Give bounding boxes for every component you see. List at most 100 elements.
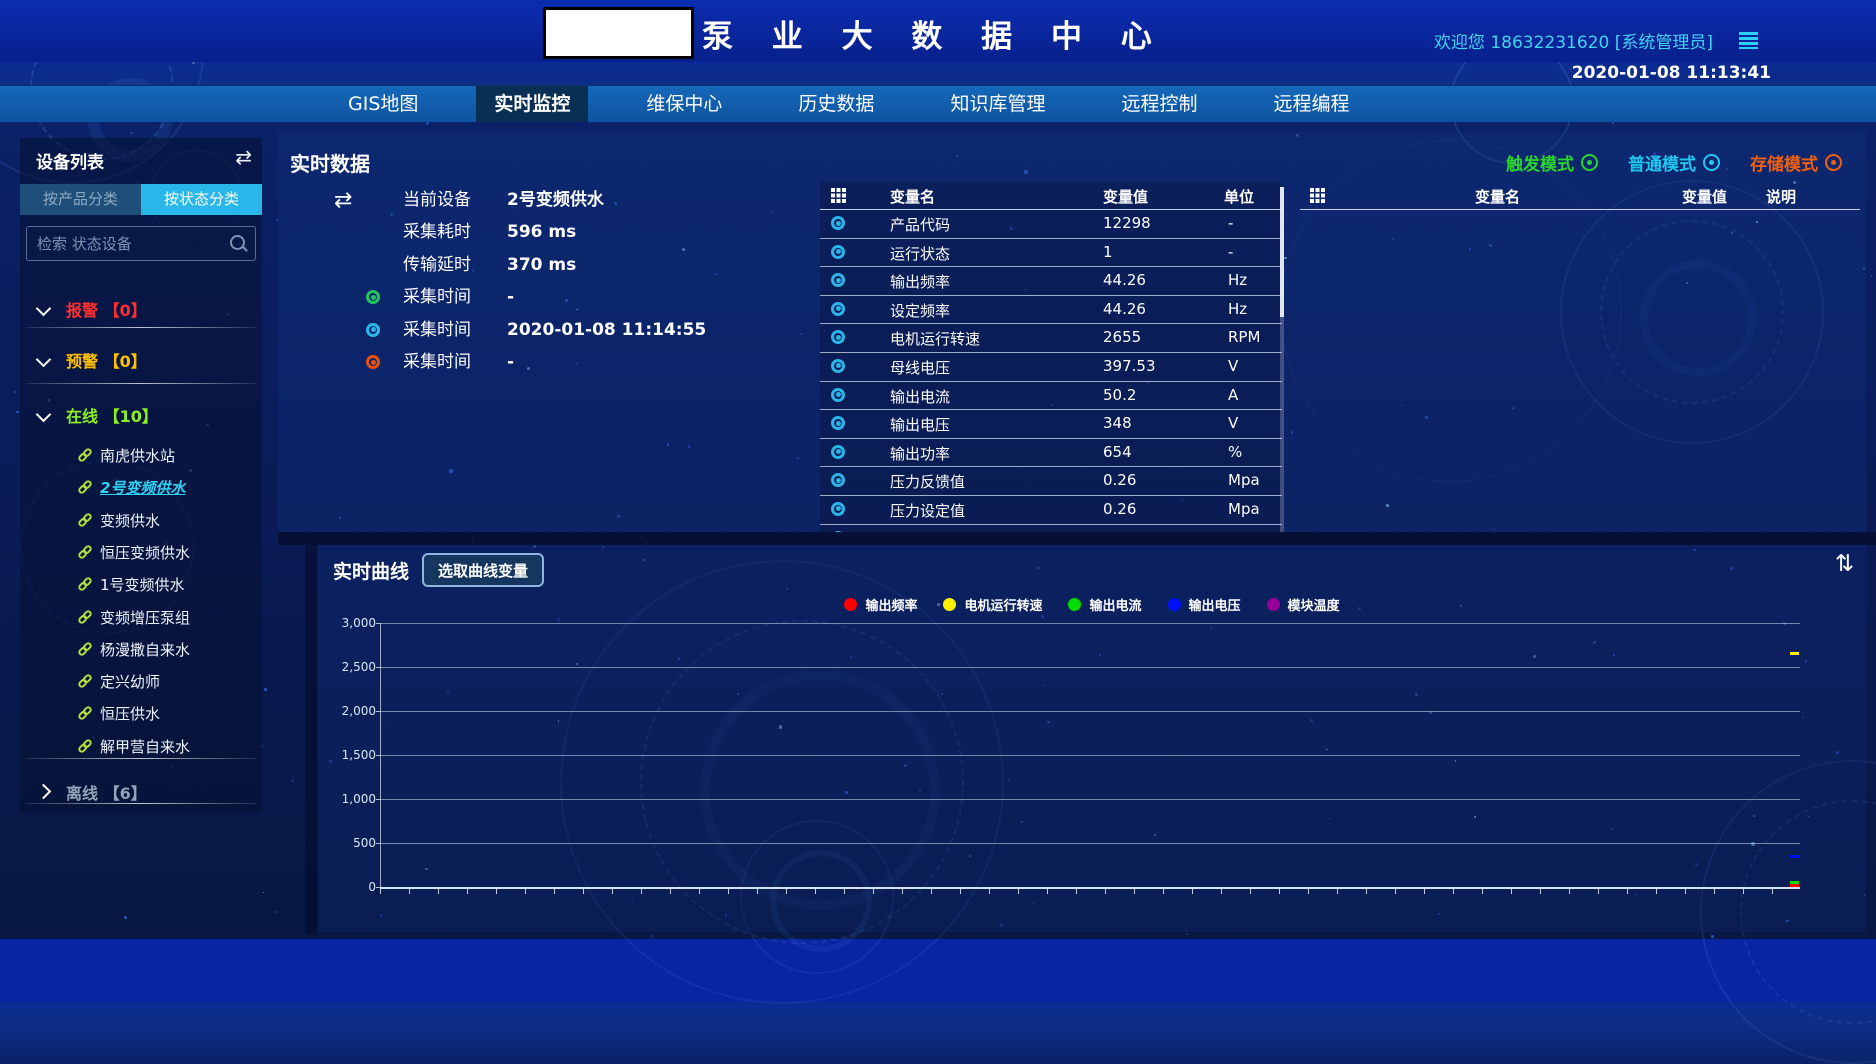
mode-toggle-普通模式[interactable]: 普通模式: [1628, 150, 1720, 175]
bullseye-icon[interactable]: [831, 244, 845, 259]
nav-tab-远程编程[interactable]: 远程编程: [1273, 93, 1350, 115]
variable-row-母线电压[interactable]: 母线电压 397.53 V: [820, 353, 1282, 382]
legend-item-电机运行转速[interactable]: 电机运行转速: [943, 595, 1042, 614]
legend-item-输出电流[interactable]: 输出电流: [1068, 595, 1142, 614]
x-axis-tick: [699, 889, 700, 894]
divider: [26, 383, 256, 384]
variable-value: 0.26: [1103, 499, 1137, 518]
device-item-变频增压泵组[interactable]: 变频增压泵组: [20, 605, 262, 629]
x-axis-tick: [757, 889, 758, 894]
bullseye-icon[interactable]: [831, 301, 845, 316]
select-curve-variable-button[interactable]: 选取曲线变量: [422, 553, 544, 587]
legend-item-输出电压[interactable]: 输出电压: [1167, 595, 1241, 614]
group-label: 在线 【10】: [66, 407, 158, 426]
curve-sort-icon[interactable]: ⇅: [1834, 551, 1854, 577]
star-dot-decoration: [1612, 121, 1615, 124]
bullseye-icon[interactable]: [831, 358, 845, 373]
bullseye-icon[interactable]: [831, 473, 845, 488]
variable-row-设定频率[interactable]: 设定频率 44.26 Hz: [820, 296, 1282, 325]
info-label: 采集时间: [403, 352, 471, 372]
device-group-预警[interactable]: 预警 【0】: [20, 348, 262, 372]
mode-ring-icon: [1825, 154, 1842, 171]
variable-row-电机运行转速[interactable]: 电机运行转速 2655 RPM: [820, 324, 1282, 353]
variable-table-scrollbar[interactable]: [1280, 187, 1284, 532]
nav-tab-知识库管理[interactable]: 知识库管理: [950, 93, 1046, 115]
sidebar-tab-按产品分类[interactable]: 按产品分类: [20, 184, 141, 215]
device-group-在线[interactable]: 在线 【10】: [20, 403, 262, 427]
device-item-2号变频供水[interactable]: 2号变频供水: [20, 475, 262, 499]
bullseye-icon[interactable]: [831, 387, 845, 402]
device-item-恒压变频供水[interactable]: 恒压变频供水: [20, 540, 262, 564]
search-input[interactable]: [35, 230, 224, 257]
x-axis-tick: [1134, 889, 1135, 894]
variable-row-压力反馈值[interactable]: 压力反馈值 0.26 Mpa: [820, 467, 1282, 496]
x-axis-tick: [1743, 889, 1744, 894]
mode-toggle-触发模式[interactable]: 触发模式: [1506, 150, 1598, 175]
variable-value: 397.53: [1103, 356, 1156, 375]
x-axis-tick: [1424, 889, 1425, 894]
variable-row-输出功率[interactable]: 输出功率 654%: [820, 439, 1282, 468]
bullseye-icon[interactable]: [831, 416, 845, 431]
device-item-1号变频供水[interactable]: 1号变频供水: [20, 572, 262, 596]
menu-list-icon[interactable]: [1739, 32, 1758, 49]
variable-row-输出电流[interactable]: 输出电流 50.2 A: [820, 382, 1282, 411]
device-group-报警[interactable]: 报警 【0】: [20, 297, 262, 321]
link-icon: [78, 609, 92, 624]
star-dot-decoration: [1710, 935, 1714, 939]
variable-row-压力设定值[interactable]: 压力设定值 0.26 Mpa: [820, 496, 1282, 525]
variable-row-输出频率[interactable]: 输出频率 44.26 Hz: [820, 267, 1282, 296]
gridline: [380, 843, 1800, 844]
mode-toggle-存储模式[interactable]: 存储模式: [1750, 150, 1842, 175]
variable-name: 设定频率: [890, 301, 951, 320]
x-axis-tick: [873, 889, 874, 894]
variable-value: 12298: [1103, 214, 1151, 232]
y-axis-label: 1,000: [341, 792, 376, 806]
bullseye-icon[interactable]: [831, 273, 845, 288]
device-item-恒压供水[interactable]: 恒压供水: [20, 701, 262, 725]
variable-row-压力设定值[interactable]: 压力设定值 0.26 Mpa: [820, 525, 1282, 532]
variable-unit: V: [1228, 356, 1239, 375]
variable-row-运行状态[interactable]: 运行状态 1 -: [820, 239, 1282, 268]
device-item-南虎供水站[interactable]: 南虎供水站: [20, 443, 262, 467]
bullseye-icon[interactable]: [831, 216, 845, 230]
variable-row-输出电压[interactable]: 输出电压 348 V: [820, 410, 1282, 439]
logo-placeholder: [543, 7, 694, 59]
nav-tab-GIS地图[interactable]: GIS地图: [348, 93, 419, 115]
device-item-定兴幼师[interactable]: 定兴幼师: [20, 669, 262, 693]
x-axis-tick: [1337, 889, 1338, 894]
device-name: 变频增压泵组: [100, 608, 191, 627]
data-point-电机运行转速: [1790, 651, 1799, 655]
sidebar-swap-icon[interactable]: ⇄: [235, 145, 252, 169]
nav-tab-维保中心[interactable]: 维保中心: [646, 93, 723, 115]
star-dot-decoration: [291, 778, 295, 782]
device-swap-icon[interactable]: ⇄: [334, 188, 353, 213]
star-dot-decoration: [130, 131, 133, 135]
star-dot-decoration: [124, 916, 128, 920]
x-axis-tick: [525, 889, 526, 894]
bullseye-icon[interactable]: [831, 444, 845, 459]
sidebar-tab-按状态分类[interactable]: 按状态分类: [141, 184, 262, 215]
info-value: -: [507, 287, 515, 308]
x-axis-tick: [1453, 889, 1454, 894]
device-item-解甲营自来水[interactable]: 解甲营自来水: [20, 734, 262, 758]
search-icon[interactable]: [230, 235, 245, 250]
bullseye-icon[interactable]: [831, 501, 845, 516]
scrollbar-thumb[interactable]: [1280, 187, 1284, 317]
legend-item-输出频率[interactable]: 输出频率: [844, 595, 917, 614]
x-axis-tick: [1482, 889, 1483, 894]
link-icon: [78, 480, 92, 494]
legend-item-模块温度[interactable]: 模块温度: [1266, 595, 1340, 614]
x-axis-tick: [1395, 889, 1396, 894]
y-axis-label: 2,500: [341, 660, 376, 674]
device-group-离线[interactable]: 离线 【6】: [20, 780, 262, 804]
nav-tab-历史数据[interactable]: 历史数据: [798, 93, 875, 115]
x-axis-tick: [1192, 889, 1193, 894]
variable-row-产品代码[interactable]: 产品代码 12298 -: [820, 210, 1282, 239]
device-item-变频供水[interactable]: 变频供水: [20, 508, 262, 532]
device-item-杨漫撒自来水[interactable]: 杨漫撒自来水: [20, 637, 262, 661]
nav-tab-实时监控[interactable]: 实时监控: [476, 86, 589, 122]
star-dot-decoration: [650, 934, 653, 938]
nav-tab-远程控制[interactable]: 远程控制: [1121, 93, 1198, 115]
variable-unit: -: [1228, 214, 1234, 232]
bullseye-icon[interactable]: [831, 330, 845, 345]
